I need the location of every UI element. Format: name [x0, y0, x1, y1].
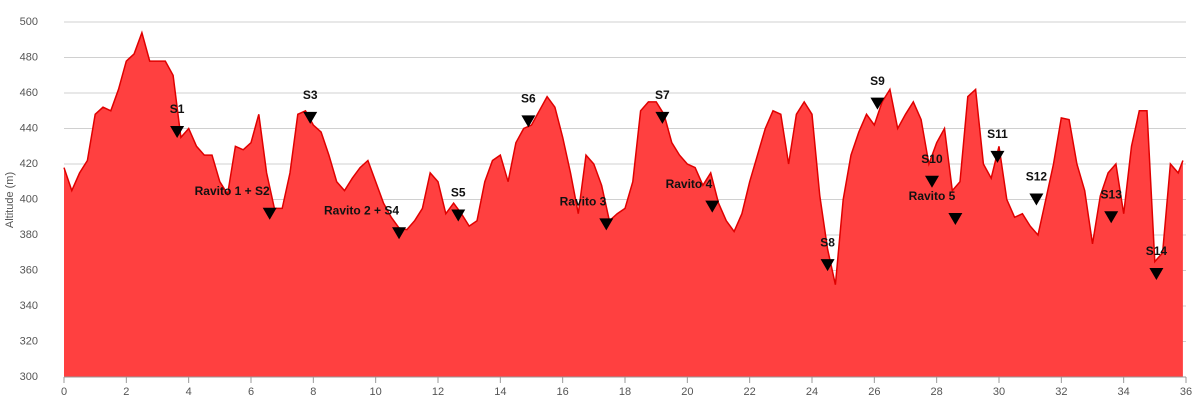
- marker: [262, 207, 277, 220]
- marker: [599, 218, 614, 231]
- marker: [1149, 268, 1164, 281]
- y-tick-label: 500: [20, 16, 38, 28]
- x-tick-label: 8: [310, 386, 316, 398]
- x-tick-label: 16: [557, 386, 569, 398]
- x-tick-label: 10: [370, 386, 382, 398]
- y-axis-title: Altitude (m): [4, 172, 16, 228]
- annotation-label: S13: [1101, 187, 1123, 201]
- x-tick-label: 28: [931, 386, 943, 398]
- annotation-label: S1: [170, 102, 185, 116]
- x-tick-label: 12: [432, 386, 444, 398]
- marker: [705, 200, 720, 213]
- marker: [392, 227, 407, 240]
- x-tick-label: 18: [619, 386, 631, 398]
- x-tick-label: 20: [681, 386, 693, 398]
- annotation-label: Ravito 2 + S4: [324, 203, 399, 217]
- x-tick-label: 6: [248, 386, 254, 398]
- area: [64, 32, 1183, 377]
- y-tick-label: 380: [20, 229, 38, 241]
- annotation-label: Ravito 5: [909, 189, 956, 203]
- x-tick-label: 22: [744, 386, 756, 398]
- marker: [948, 213, 963, 226]
- annotation-label: S3: [303, 88, 318, 102]
- x-tick-label: 2: [123, 386, 129, 398]
- x-tick-label: 34: [1118, 386, 1130, 398]
- annotation-label: S14: [1146, 244, 1168, 258]
- x-tick-label: 0: [61, 386, 67, 398]
- x-tick-label: 26: [868, 386, 880, 398]
- marker: [870, 97, 885, 110]
- annotation-label: S11: [987, 127, 1008, 141]
- annotation-label: S9: [870, 74, 885, 88]
- x-tick-label: 30: [993, 386, 1005, 398]
- y-tick-label: 480: [20, 51, 38, 63]
- marker: [990, 150, 1005, 163]
- annotation-label: Ravito 1 + S2: [195, 184, 270, 198]
- marker: [170, 126, 185, 139]
- marker: [1104, 211, 1119, 224]
- x-tick-label: 4: [186, 386, 192, 398]
- annotation-label: S10: [921, 152, 943, 166]
- marker: [924, 175, 939, 188]
- annotation-label: Ravito 3: [560, 195, 607, 209]
- annotation-label: S5: [451, 186, 466, 200]
- line: [63, 30, 1184, 285]
- y-tick-label: 340: [20, 300, 38, 312]
- x-tick-label: 32: [1055, 386, 1067, 398]
- y-tick-label: 300: [20, 371, 38, 383]
- annotation-label: S12: [1026, 170, 1048, 184]
- marker: [820, 259, 835, 272]
- annotation-label: S6: [521, 92, 536, 106]
- annotation-label: Ravito 4: [666, 177, 713, 191]
- marker: [521, 115, 536, 128]
- x-tick-label: 36: [1180, 386, 1192, 398]
- y-tick-label: 320: [20, 335, 38, 347]
- marker: [451, 209, 466, 222]
- y-tick-label: 440: [20, 122, 38, 134]
- x-tick-label: 24: [806, 386, 818, 398]
- marker: [655, 111, 670, 124]
- annotation-label: S7: [655, 88, 670, 102]
- x-tick-label: 14: [494, 386, 506, 398]
- y-tick-label: 420: [20, 158, 38, 170]
- annotation-label: S8: [820, 235, 835, 249]
- marker: [1029, 193, 1044, 206]
- y-tick-label: 460: [20, 87, 38, 99]
- y-tick-label: 360: [20, 264, 38, 276]
- marker: [303, 111, 318, 124]
- y-tick-label: 400: [20, 193, 38, 205]
